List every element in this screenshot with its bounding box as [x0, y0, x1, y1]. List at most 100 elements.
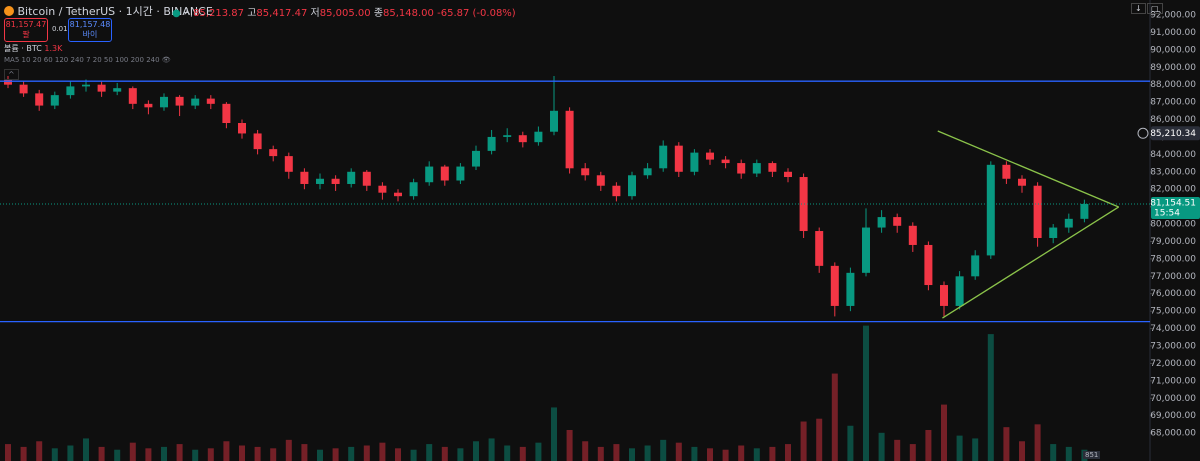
volume-bar — [691, 446, 698, 461]
candle-body — [659, 145, 668, 169]
countdown: 15:54 — [1154, 208, 1180, 218]
ohlc-label: 시 — [183, 8, 194, 19]
volume-bar — [660, 439, 667, 461]
volume-bar — [270, 448, 277, 461]
volume-bar — [1065, 446, 1072, 461]
y-tick-label: 82,000.00 — [1150, 185, 1196, 195]
layout-button[interactable]: ▢ — [1147, 3, 1163, 14]
candle-body — [456, 166, 465, 181]
candle-body — [4, 79, 12, 85]
collapse-button[interactable]: ^ — [4, 69, 19, 80]
volume-bar — [176, 444, 183, 461]
sell-button[interactable]: 81,157.47 팔 — [4, 18, 48, 42]
volume-bar — [51, 448, 58, 461]
buy-label: 바이 — [82, 30, 98, 39]
volume-bar — [317, 449, 323, 461]
candle-body — [347, 171, 356, 184]
candle-body — [815, 231, 824, 266]
y-tick-label: 90,000.00 — [1150, 45, 1196, 55]
ohlc-value: 85,417.47 — [256, 8, 308, 19]
spread: 0.01 — [52, 25, 68, 33]
volume-bar — [441, 446, 448, 461]
y-tick-label: 88,000.00 — [1150, 80, 1196, 90]
volume-bar — [301, 444, 308, 461]
candle-body — [269, 149, 278, 157]
candle-body — [472, 150, 480, 167]
y-tick-label: 91,000.00 — [1150, 28, 1196, 38]
volume-bar — [379, 442, 386, 461]
volume-bar — [1019, 441, 1025, 461]
candle-body — [534, 131, 543, 143]
volume-bar — [239, 445, 245, 461]
candle-body — [721, 159, 730, 164]
volume-bar — [582, 441, 589, 461]
volume-bar — [1034, 424, 1041, 461]
candle-body — [893, 217, 902, 226]
y-tick-label: 83,000.00 — [1150, 167, 1196, 177]
volume-bar — [504, 445, 511, 461]
volume-bar — [972, 438, 979, 461]
candle-body — [908, 225, 917, 245]
candle-body — [206, 98, 215, 104]
scroll-button[interactable]: ↓ — [1131, 3, 1146, 14]
symbol-title[interactable]: Bitcoin / TetherUS · 1시간 · BINANCE — [4, 3, 213, 19]
candle-body — [799, 177, 808, 232]
last-price-label: 81,154.51 — [1150, 198, 1196, 208]
candle-body — [425, 166, 434, 183]
buy-button[interactable]: 81,157.48 바이 — [68, 18, 112, 42]
ohlc-value: 85,005.00 — [319, 8, 371, 19]
add-alert-button[interactable] — [1137, 127, 1149, 139]
volume-bar — [36, 441, 43, 461]
candle-body — [1049, 227, 1058, 238]
y-tick-label: 76,000.00 — [1150, 289, 1196, 299]
candle-body — [316, 178, 324, 184]
volume-bar — [878, 432, 885, 461]
candle-body — [581, 168, 590, 176]
candle-body — [253, 133, 262, 150]
candle-body — [550, 110, 558, 132]
volume-bar — [613, 444, 620, 461]
ohlc-label: 고 — [247, 8, 257, 19]
candle-body — [674, 145, 683, 172]
volume-bar — [785, 444, 791, 461]
y-tick-label: 71,000.00 — [1150, 376, 1196, 386]
volume-bar — [129, 442, 136, 461]
volume-bar — [863, 325, 869, 461]
volume-bar — [473, 441, 479, 461]
volume-bar — [847, 425, 854, 461]
y-tick-label: 86,000.00 — [1150, 115, 1196, 125]
candle-body — [160, 96, 168, 108]
volume-legend: 볼륨 · BTC 1.3K — [4, 43, 62, 54]
crosshair-price-label: 85,210.34 — [1150, 129, 1196, 139]
crosshair-price-tag — [1151, 126, 1200, 141]
ohlc-label: 저 — [310, 8, 320, 19]
volume-bar — [1050, 444, 1057, 461]
candle-body — [66, 86, 75, 96]
ma-label: MA5 10 20 60 120 240 7 20 50 100 200 240 — [4, 56, 160, 64]
symbol: Bitcoin / TetherUS · 1시간 · BINANCE — [17, 5, 213, 18]
candle-body — [955, 276, 964, 306]
volume-bar — [363, 445, 370, 461]
candle-body — [877, 217, 886, 228]
y-tick-label: 73,000.00 — [1150, 342, 1196, 352]
candle-body — [503, 135, 512, 137]
trend-line — [942, 206, 1120, 319]
candle-body — [394, 192, 402, 197]
candle-body — [50, 95, 59, 106]
volume-bar — [98, 446, 105, 461]
candle-body — [35, 93, 44, 106]
ohlc-label: 종 — [373, 8, 384, 19]
candle-body — [284, 156, 293, 172]
candle-body — [409, 182, 418, 197]
volume-bar — [894, 439, 901, 461]
ohlc-value: 85,213.87 — [193, 8, 245, 19]
candle-body — [1080, 203, 1089, 219]
y-tick-label: 68,000.00 — [1150, 429, 1196, 439]
candle-body — [628, 175, 636, 197]
y-tick-label: 92,000.00 — [1150, 10, 1196, 20]
volume-bar — [161, 446, 167, 461]
volume-bar — [426, 444, 433, 461]
candle-body — [97, 84, 106, 92]
volume-bar — [67, 445, 74, 461]
volume-bar — [410, 449, 417, 461]
